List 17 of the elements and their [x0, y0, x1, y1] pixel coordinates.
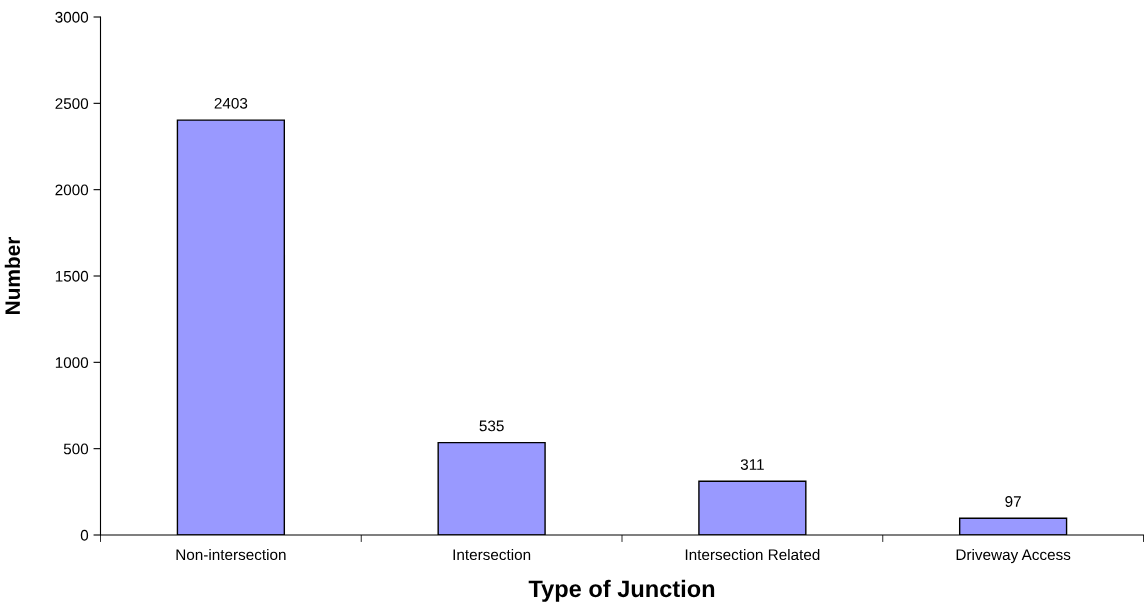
data-label: 2403	[214, 97, 248, 109]
y-tick-label: 2500	[55, 98, 89, 110]
x-tick-label: Intersection	[453, 548, 531, 561]
y-tick-label: 0	[80, 529, 89, 541]
y-axis-title: Number	[4, 236, 21, 314]
x-tick-label: Driveway Access	[956, 548, 1071, 564]
y-tick-label: 500	[63, 443, 89, 455]
y-tick-label: 1000	[55, 357, 89, 369]
y-tick-label: 2000	[55, 184, 89, 196]
data-label: 311	[740, 459, 764, 470]
data-label: 97	[1005, 496, 1021, 507]
y-tick-label: 1500	[55, 270, 89, 282]
x-tick-label: Intersection Related	[685, 548, 820, 561]
y-tick-label: 3000	[55, 11, 89, 23]
data-label: 535	[479, 420, 504, 432]
x-tick-label: Non-intersection	[176, 548, 286, 561]
x-axis-title: Type of Junction	[528, 579, 715, 602]
